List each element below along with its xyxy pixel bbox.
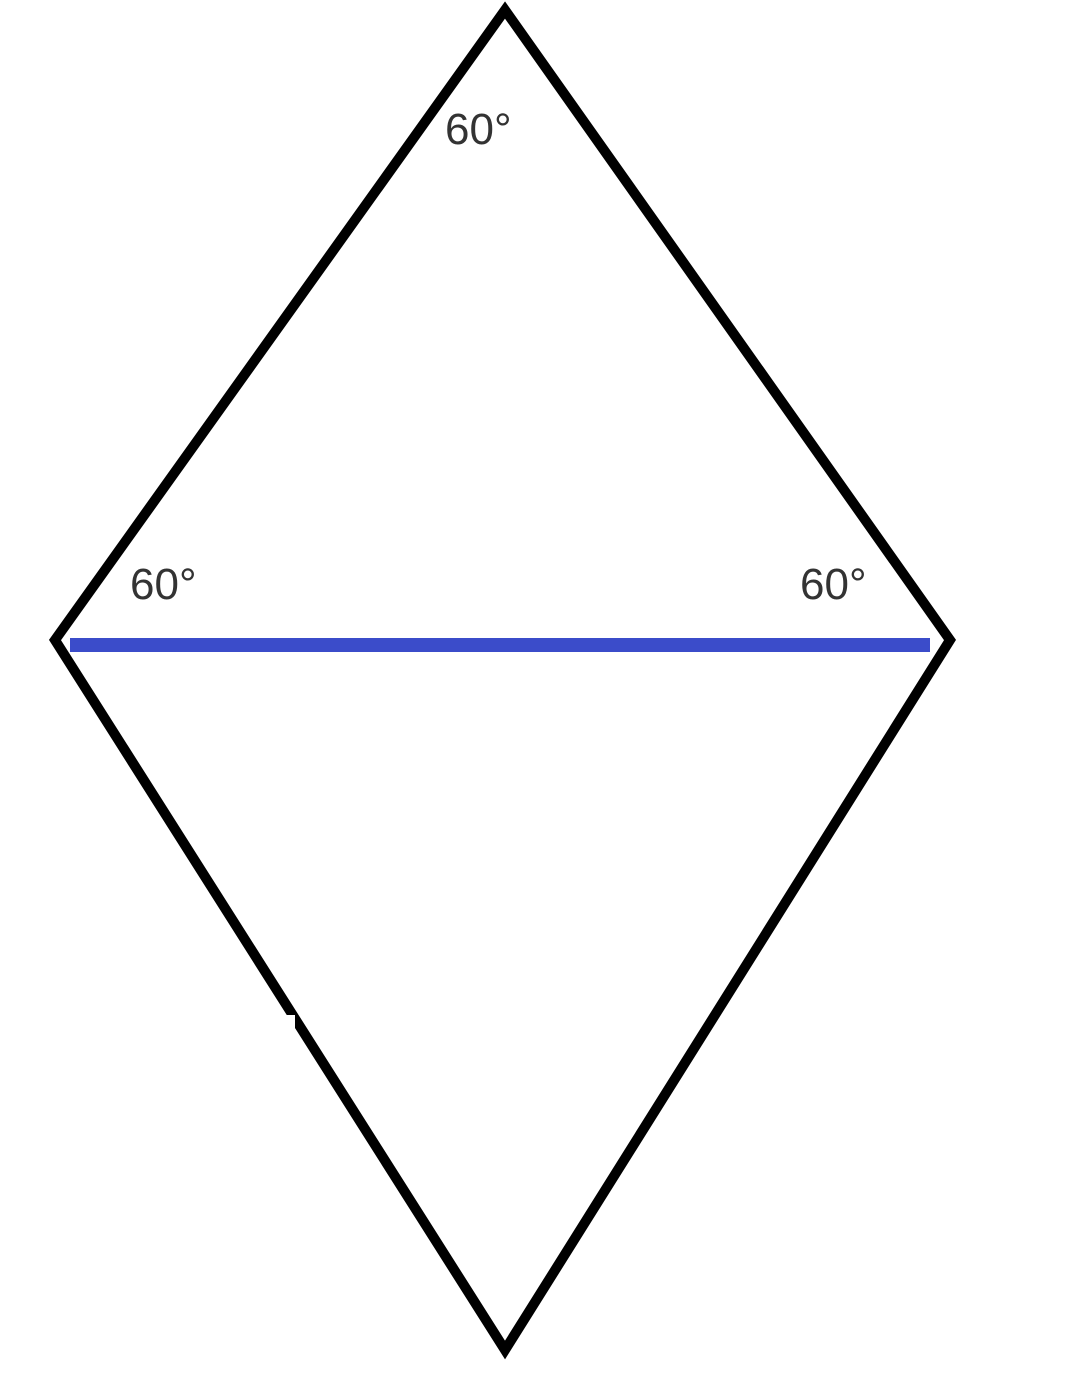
rhombus-shape [55, 10, 950, 1350]
angle-label-left: 60° [130, 560, 197, 610]
angle-label-top: 60° [445, 105, 512, 155]
diagram-svg [0, 0, 1080, 1394]
rhombus-diagram: 60° 60° 60° [0, 0, 1080, 1394]
angle-label-right: 60° [800, 560, 867, 610]
edge-gap-mark [240, 1015, 295, 1045]
